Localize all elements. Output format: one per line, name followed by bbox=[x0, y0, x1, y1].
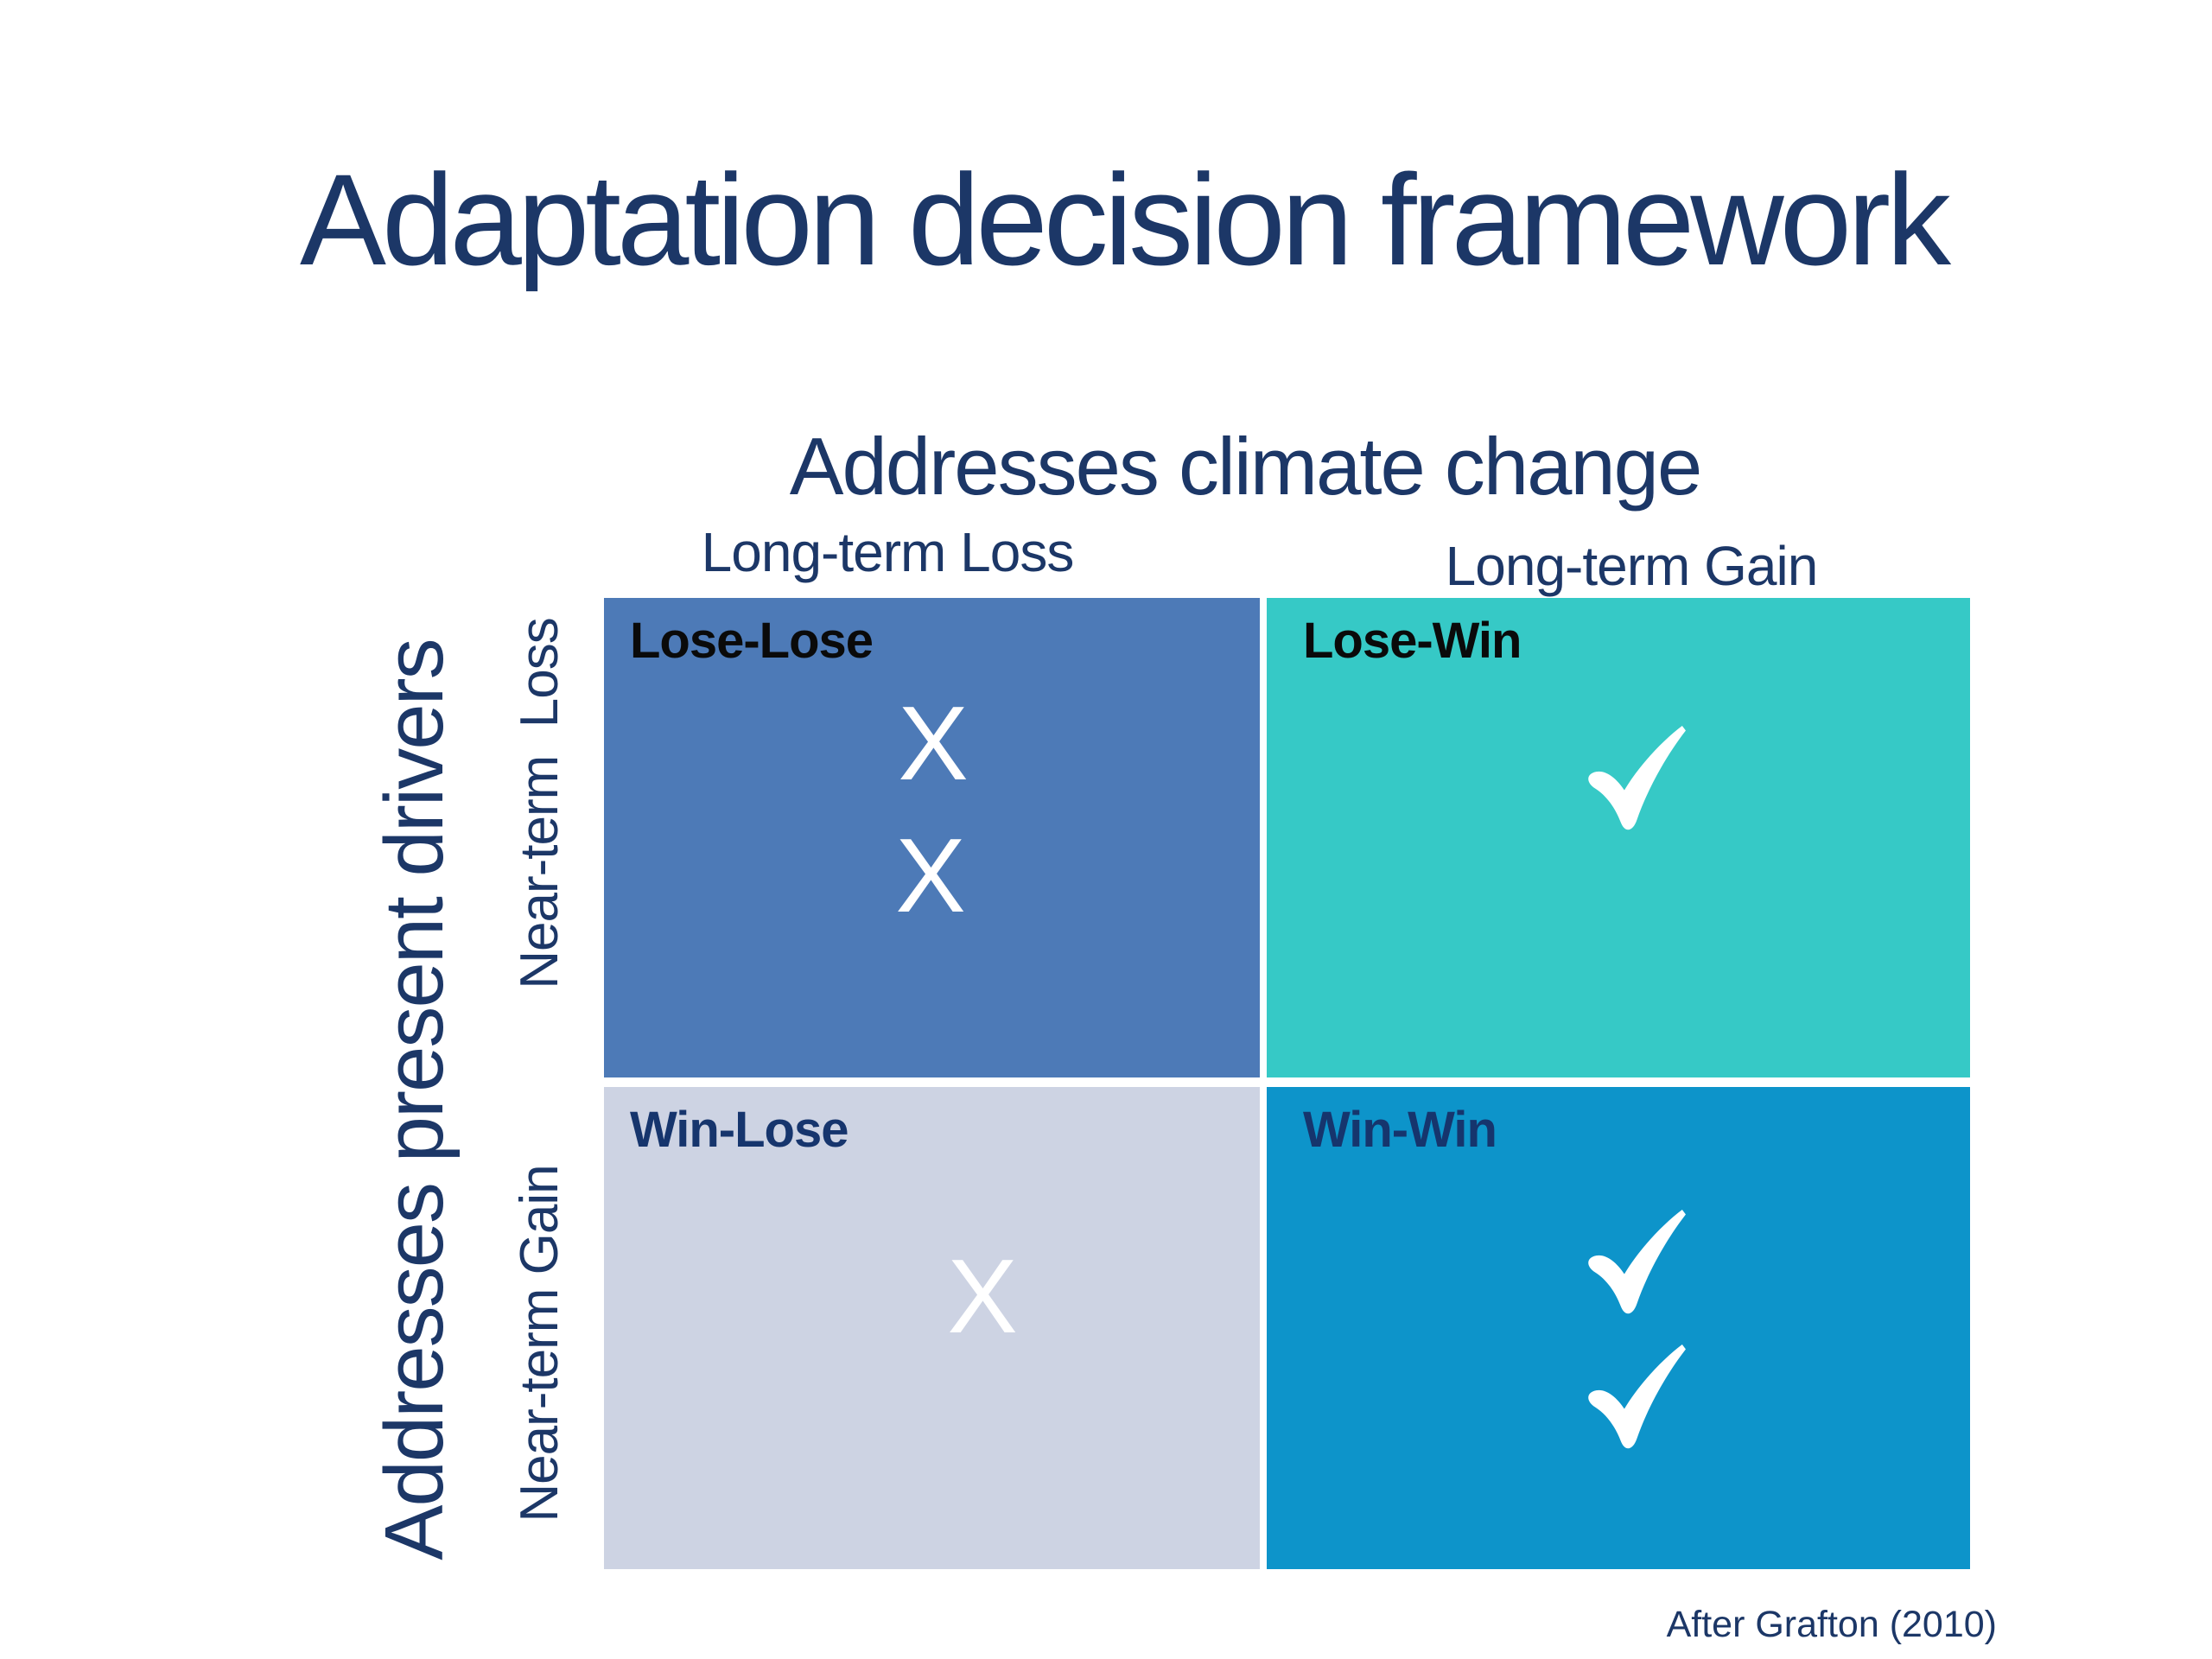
quadrant-win-lose: Win-Lose X bbox=[604, 1087, 1260, 1569]
quadrant-win-win: Win-Win bbox=[1267, 1087, 1970, 1569]
attribution-text: After Grafton (2010) bbox=[1666, 1604, 1997, 1645]
quadrant-label: Lose-Win bbox=[1303, 613, 1522, 669]
quadrant-lose-lose: Lose-Lose X X bbox=[604, 598, 1260, 1077]
quadrant-lose-win: Lose-Win bbox=[1267, 598, 1970, 1077]
row-label-near-term-gain: Near-term Gain bbox=[510, 1165, 569, 1522]
check-mark-icon bbox=[1588, 1210, 1686, 1314]
left-axis-heading: Addresses present drivers bbox=[368, 639, 461, 1560]
quadrant-label: Lose-Lose bbox=[630, 613, 874, 669]
row-label-near-term-loss: Near-term Loss bbox=[510, 618, 569, 989]
x-mark-icon: X bbox=[947, 1237, 1018, 1355]
check-mark-icon bbox=[1588, 1344, 1686, 1449]
check-mark-icon bbox=[1588, 726, 1686, 830]
column-label-long-term-gain: Long-term Gain bbox=[1445, 535, 1819, 597]
column-label-long-term-loss: Long-term Loss bbox=[701, 521, 1075, 583]
quadrant-label: Win-Lose bbox=[630, 1102, 849, 1158]
quadrant-label: Win-Win bbox=[1303, 1102, 1497, 1158]
top-axis-heading: Addresses climate change bbox=[789, 421, 1702, 512]
x-mark-icon: X bbox=[895, 817, 966, 934]
page-title: Adaptation decision framework bbox=[299, 147, 1951, 292]
x-mark-icon: X bbox=[898, 684, 969, 802]
